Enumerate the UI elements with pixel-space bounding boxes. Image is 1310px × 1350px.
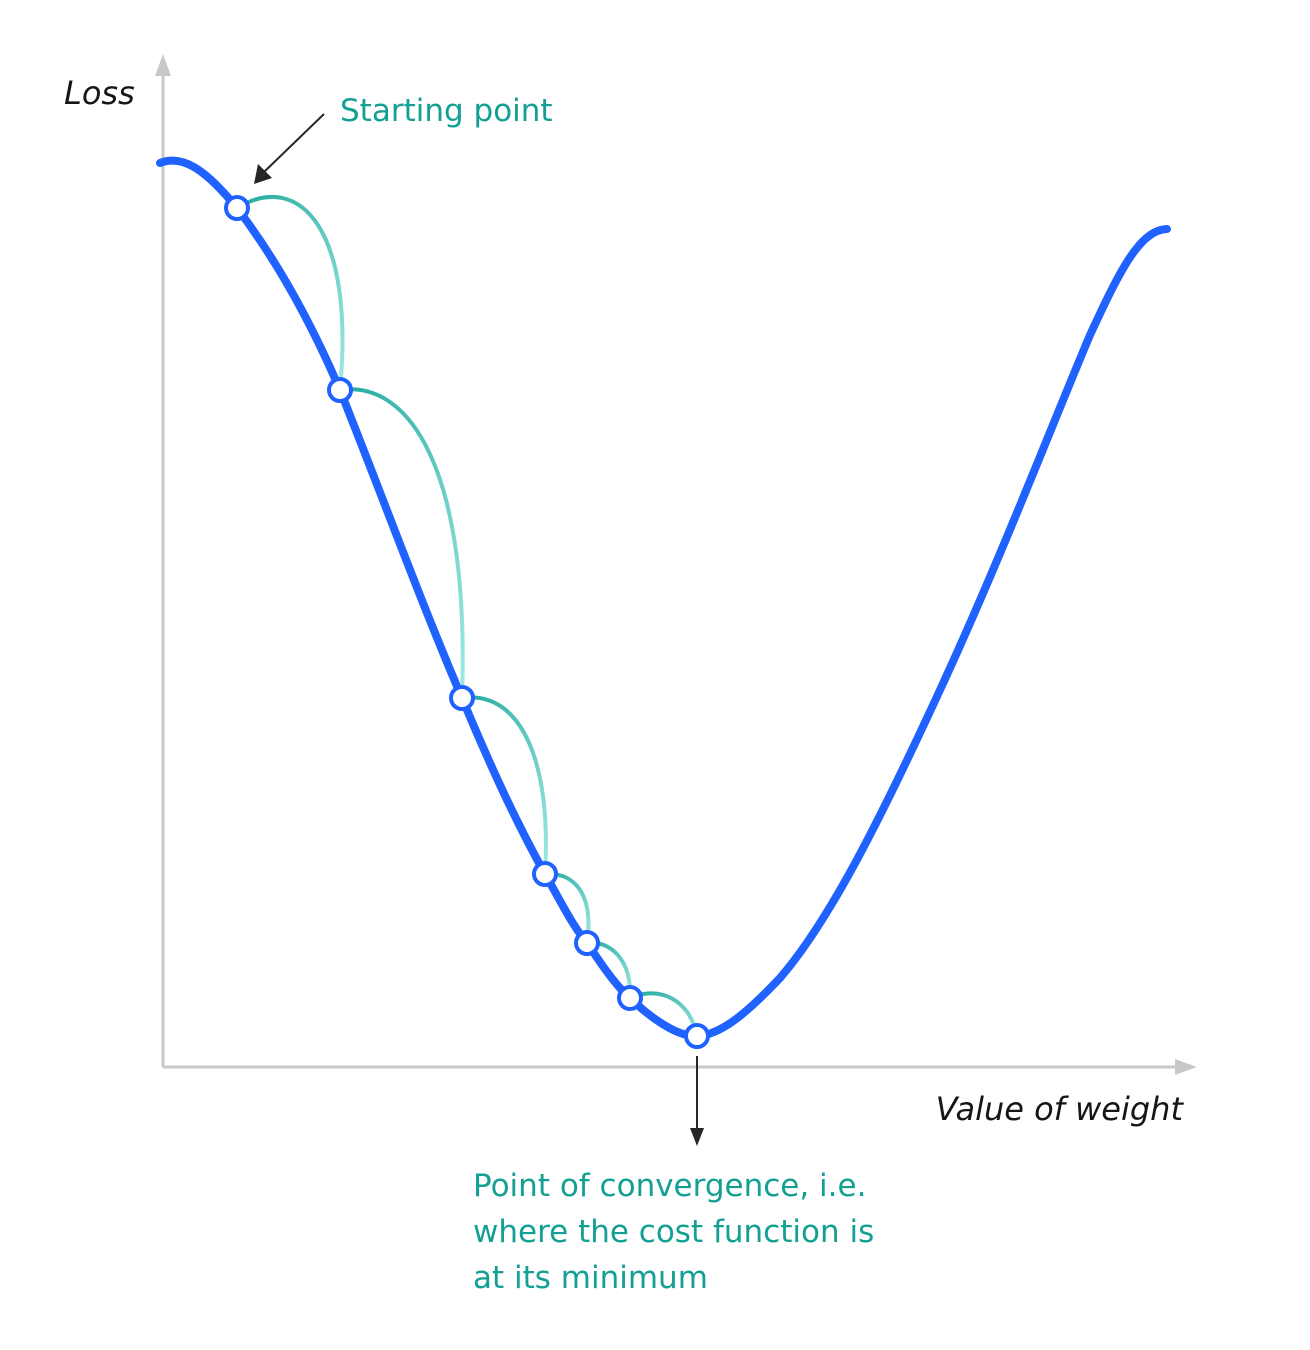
step-arc-2 [339,387,465,699]
x-axis-arrowhead [1175,1059,1197,1075]
convergence-arrowhead [690,1128,704,1146]
y-axis-label: Loss [64,74,135,112]
axes [155,54,1197,1075]
step-point-start [224,195,250,221]
step-point-convergence [684,1023,710,1049]
starting-point-arrowhead [254,164,272,184]
starting-point-arrow-line [263,113,325,173]
pointer-arrows [254,113,704,1146]
x-axis-label: Value of weight [935,1090,1183,1128]
convergence-label: Point of convergence, i.e. where the cos… [473,1163,953,1301]
step-arc-1 [235,195,345,391]
step-point [617,985,643,1011]
step-point [574,930,600,956]
step-point [327,377,353,403]
convergence-label-line-1: Point of convergence, i.e. [473,1168,867,1204]
convergence-label-line-3: at its minimum [473,1260,708,1296]
convergence-label-line-2: where the cost function is [473,1214,875,1250]
loss-curve [156,156,1171,1040]
y-axis-arrowhead [155,54,171,76]
step-points [224,195,710,1049]
starting-point-label: Starting point [340,93,553,129]
step-point [449,685,475,711]
step-arc-3 [461,695,548,875]
step-point [532,861,558,887]
